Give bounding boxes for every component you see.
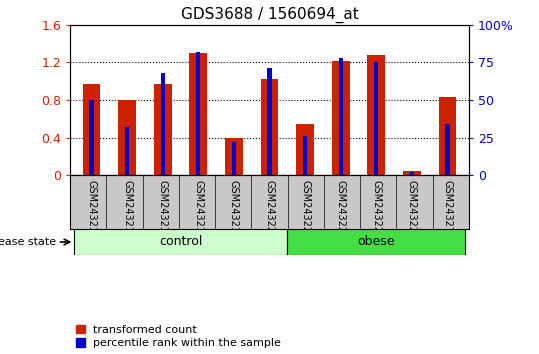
Bar xyxy=(89,100,94,175)
Title: GDS3688 / 1560694_at: GDS3688 / 1560694_at xyxy=(181,7,358,23)
Bar xyxy=(267,68,272,175)
Text: GSM243219: GSM243219 xyxy=(229,179,239,239)
Text: GSM243227: GSM243227 xyxy=(371,179,381,239)
Bar xyxy=(410,172,414,175)
Text: GSM243215: GSM243215 xyxy=(86,179,96,239)
Bar xyxy=(232,142,236,175)
Text: GSM243216: GSM243216 xyxy=(122,179,132,239)
Bar xyxy=(260,79,279,175)
Bar xyxy=(403,171,421,175)
Text: GSM243225: GSM243225 xyxy=(300,179,310,239)
Bar xyxy=(196,52,201,175)
Bar xyxy=(74,229,287,255)
Text: obese: obese xyxy=(357,235,395,249)
Text: control: control xyxy=(159,235,202,249)
Bar xyxy=(154,84,171,175)
Text: GSM243228: GSM243228 xyxy=(407,179,417,239)
Bar xyxy=(332,61,350,175)
Bar xyxy=(225,138,243,175)
Bar xyxy=(303,136,307,175)
Text: GSM243218: GSM243218 xyxy=(194,179,203,239)
Bar xyxy=(439,97,457,175)
Bar xyxy=(161,73,165,175)
Bar xyxy=(125,127,129,175)
Bar xyxy=(189,53,207,175)
Text: GSM243275: GSM243275 xyxy=(443,179,453,239)
Bar xyxy=(338,58,343,175)
Bar xyxy=(287,229,465,255)
Bar xyxy=(118,100,136,175)
Bar xyxy=(82,84,100,175)
Bar xyxy=(296,124,314,175)
Bar xyxy=(374,62,378,175)
Bar xyxy=(368,55,385,175)
Text: GSM243226: GSM243226 xyxy=(336,179,345,239)
Legend: transformed count, percentile rank within the sample: transformed count, percentile rank withi… xyxy=(75,325,281,348)
Text: GSM243217: GSM243217 xyxy=(158,179,168,239)
Bar xyxy=(445,124,450,175)
Text: disease state: disease state xyxy=(0,237,56,247)
Text: GSM243220: GSM243220 xyxy=(265,179,274,239)
